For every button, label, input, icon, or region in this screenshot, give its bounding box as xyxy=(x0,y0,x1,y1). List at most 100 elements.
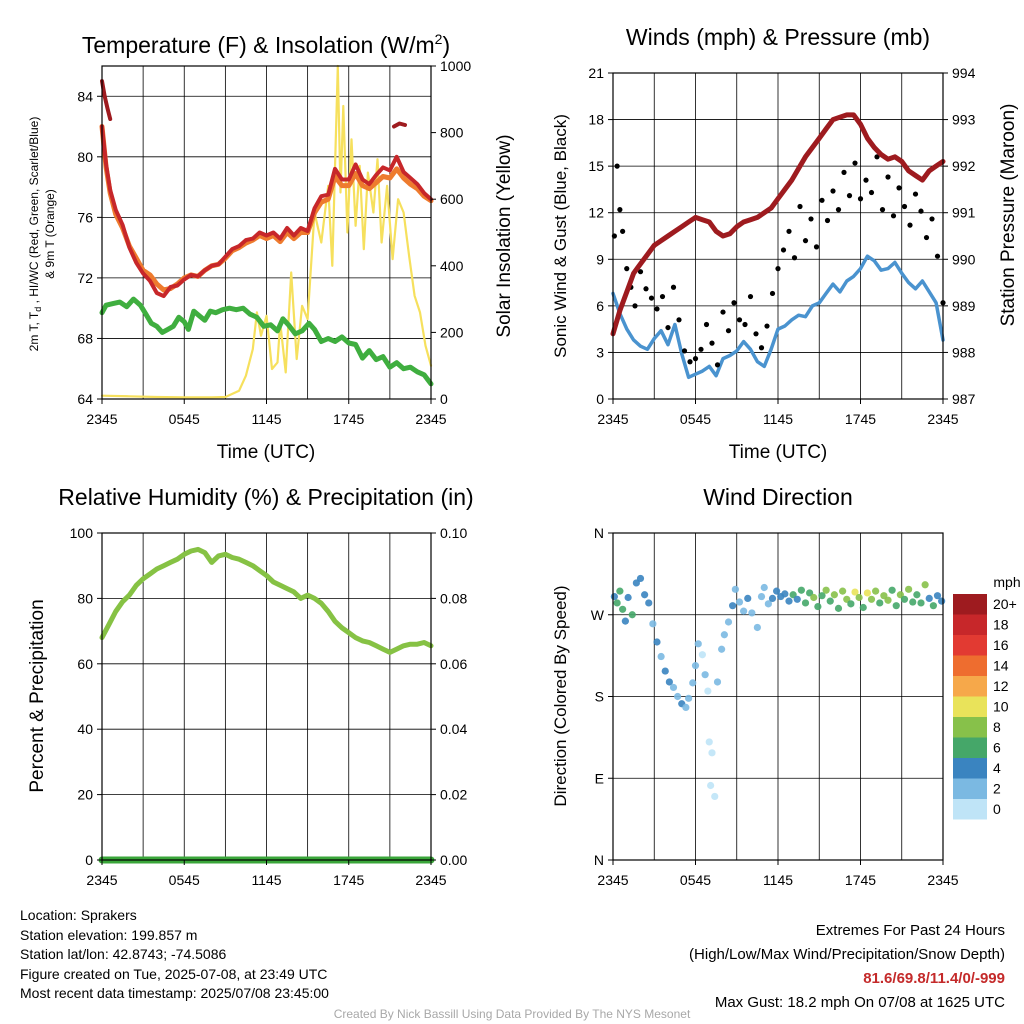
y2-tick-label: 987 xyxy=(952,391,976,407)
gust-point xyxy=(698,346,704,352)
x-tick-label: 1745 xyxy=(845,872,876,888)
y-tick-label: 0 xyxy=(85,852,93,868)
x-tick-label: 1145 xyxy=(251,411,281,427)
y2-tick-label: 400 xyxy=(440,258,464,274)
direction-point xyxy=(768,594,777,603)
gust-point xyxy=(620,228,626,234)
direction-point xyxy=(689,679,697,687)
gust-point xyxy=(835,207,842,213)
x-tick-label: 2345 xyxy=(86,872,117,888)
direction-point xyxy=(657,652,665,661)
credit-line: Created By Nick Bassill Using Data Provi… xyxy=(333,1007,691,1021)
x-tick-label: 2345 xyxy=(597,872,628,888)
gust-point xyxy=(614,163,620,169)
direction-point xyxy=(933,592,942,600)
gust-point xyxy=(808,216,814,222)
gust-point xyxy=(670,284,677,290)
y2-tick-label: 800 xyxy=(440,125,464,141)
y-tick-label: 9 xyxy=(596,251,604,267)
gust-point xyxy=(874,154,880,160)
direction-point xyxy=(847,600,855,608)
station-info: Location: Sprakers Station elevation: 19… xyxy=(20,906,329,1004)
precip-y-ticks: 0.00 0.02 0.04 0.06 0.08 0.10 xyxy=(431,525,467,868)
gust-point xyxy=(786,228,792,234)
winds-grid xyxy=(613,73,943,399)
gust-point xyxy=(632,303,638,309)
temperature-x-label: Time (UTC) xyxy=(217,442,316,463)
gust-point xyxy=(934,253,941,259)
insolation-y-label: Solar Insolation (Yellow) xyxy=(494,134,515,337)
direction-point xyxy=(628,611,636,619)
direction-grid xyxy=(613,533,943,860)
recent-data-timestamp: Most recent data timestamp: 2025/07/08 2… xyxy=(20,985,329,1001)
y2-tick-label: 1000 xyxy=(440,58,471,74)
direction-point xyxy=(694,640,702,648)
direction-point xyxy=(913,591,921,599)
direction-point xyxy=(645,599,653,607)
direction-point xyxy=(814,602,822,611)
x-tick-label: 0545 xyxy=(680,411,711,427)
legend-swatch xyxy=(953,737,987,758)
legend-label: 20+ xyxy=(993,596,1017,612)
gust-point xyxy=(703,321,710,328)
direction-point xyxy=(839,587,847,595)
gust-point xyxy=(714,362,721,368)
direction-point xyxy=(641,591,649,599)
direction-point xyxy=(773,587,781,595)
figure-created: Figure created on Tue, 2025-07-08, at 23… xyxy=(20,965,328,982)
direction-point xyxy=(729,602,737,610)
x-tick-label: 2345 xyxy=(415,872,446,888)
gust-point xyxy=(802,238,809,244)
direction-series xyxy=(610,574,946,801)
insolation-y-ticks: 0 200 400 600 800 1000 xyxy=(431,58,471,407)
gust-point xyxy=(857,196,864,202)
y2-tick-label: 989 xyxy=(952,298,976,314)
direction-point xyxy=(636,574,645,583)
station-location: Location: Sprakers xyxy=(20,907,137,923)
winds-x-ticks: 2345 0545 1145 1745 2345 xyxy=(597,399,959,427)
gust-point xyxy=(863,177,869,183)
speed-legend: mph 20+ 18 16 14 12 10 8 6 4 2 0 xyxy=(953,574,1021,820)
legend-swatch xyxy=(953,594,987,615)
direction-y-label: Direction (Colored By Speed) xyxy=(551,585,570,806)
humidity-grid xyxy=(102,533,431,860)
direction-point xyxy=(621,617,629,625)
winds-series xyxy=(610,112,946,380)
y2-tick-label: 0.06 xyxy=(440,656,467,672)
temperature-2m-line xyxy=(100,124,433,299)
direction-point xyxy=(682,703,690,712)
direction-point xyxy=(900,595,909,603)
winds-panel: Winds (mph) & Pressure (mb) 0 3 6 9 12 15 18 21… xyxy=(551,24,1019,463)
extremes-values: 81.6/69.8/11.4/0/-999 xyxy=(863,970,1005,987)
y2-tick-label: 991 xyxy=(952,205,976,221)
humidity-y-label: Percent & Precipitation xyxy=(27,599,48,792)
gust-point xyxy=(648,295,655,301)
direction-point xyxy=(707,781,715,790)
legend-label: 10 xyxy=(993,699,1009,715)
direction-point xyxy=(760,583,768,592)
x-tick-label: 1145 xyxy=(763,411,793,427)
gust-point xyxy=(775,266,781,272)
gust-point xyxy=(901,203,908,210)
extremes-title: Extremes For Past 24 Hours xyxy=(815,922,1005,939)
gust-point xyxy=(824,217,831,224)
winds-panel-title: Winds (mph) & Pressure (mb) xyxy=(626,24,930,50)
gust-point xyxy=(769,290,776,297)
direction-point xyxy=(892,602,900,610)
legend-label: 2 xyxy=(993,781,1001,797)
y-tick-label: 0 xyxy=(596,391,604,407)
direction-point xyxy=(720,631,728,639)
direction-point xyxy=(867,595,876,603)
relative-humidity-line xyxy=(99,546,434,655)
direction-panel-title: Wind Direction xyxy=(703,484,853,510)
legend-swatch xyxy=(953,696,987,717)
gust-point xyxy=(846,193,853,199)
x-tick-label: 2345 xyxy=(415,411,446,427)
gust-point xyxy=(736,317,743,323)
gust-point xyxy=(637,269,644,275)
gust-point xyxy=(819,197,825,203)
temperature-y-label-rest: , HI/WC (Red, Green, Scarlet/Blue) xyxy=(27,117,41,307)
direction-point xyxy=(876,599,884,607)
gust-point xyxy=(725,328,732,334)
direction-point xyxy=(613,599,621,607)
